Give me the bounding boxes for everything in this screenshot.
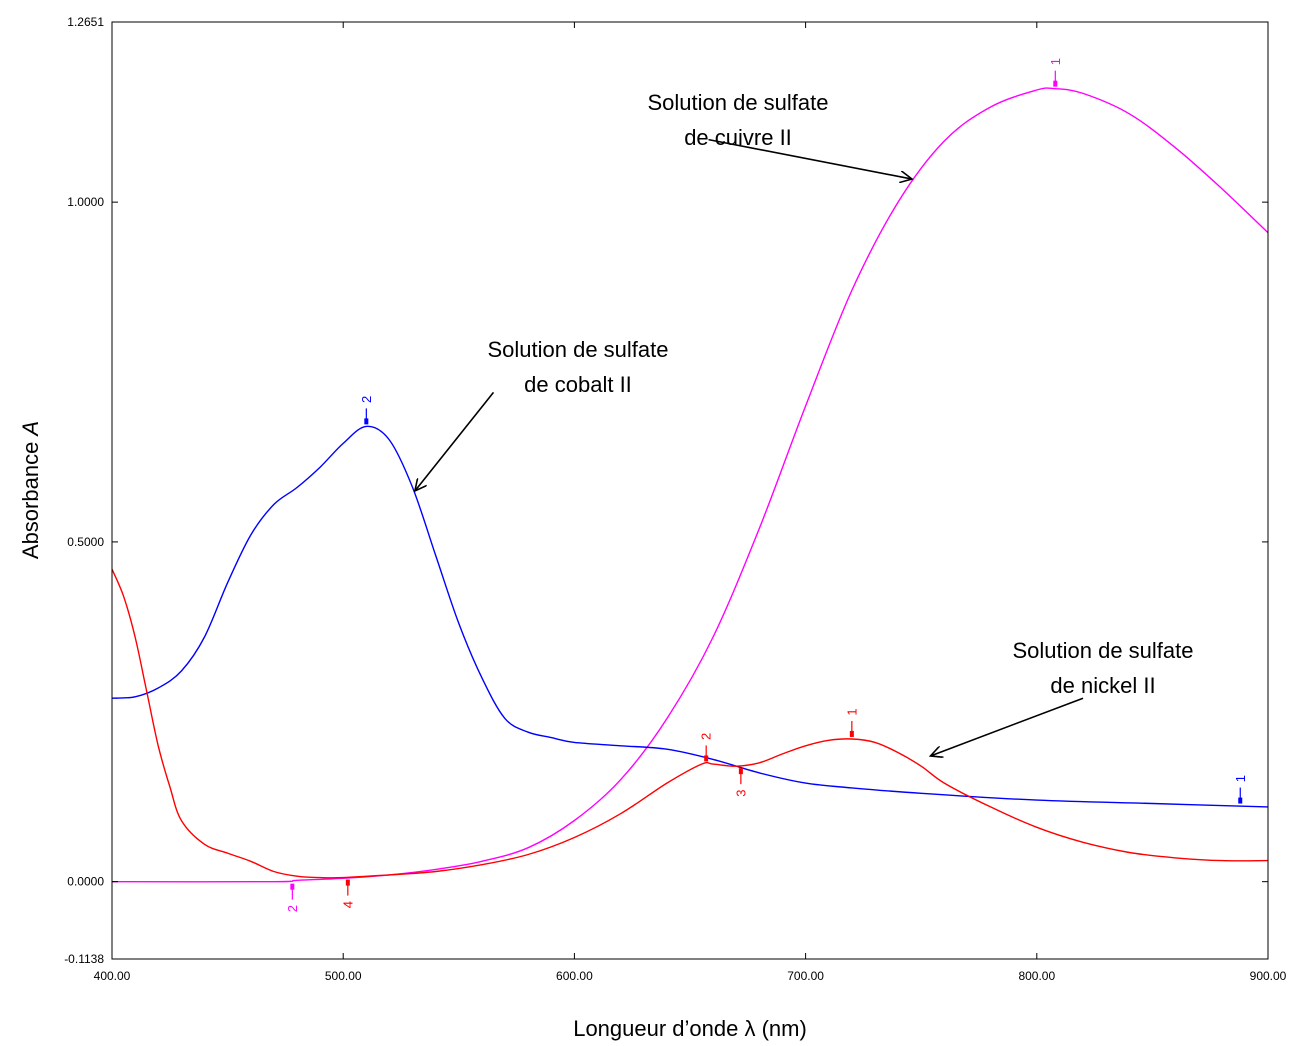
annotation-text: Solution de sulfate <box>487 337 668 362</box>
chart-labels: Longueur d’onde λ (nm) Absorbance A <box>18 421 807 1041</box>
x-tick-label: 600.00 <box>556 969 593 983</box>
x-tick-label: 900.00 <box>1250 969 1287 983</box>
series-line-0 <box>111 87 1269 883</box>
annotation-text: de nickel II <box>1050 673 1155 698</box>
plot-frame <box>111 21 1269 960</box>
annotation-text: de cuivre II <box>684 125 792 150</box>
peak-marker-label: 2 <box>699 733 714 740</box>
peak-marker-label: 4 <box>340 901 355 908</box>
series-line-1 <box>111 425 1269 808</box>
peak-marker-label: 1 <box>1048 58 1063 65</box>
y-tick-label: 1.2651 <box>67 15 104 29</box>
y-tick-label: 0.0000 <box>67 875 104 889</box>
peak-marker-dot <box>364 418 369 425</box>
peak-marker-dot <box>290 883 295 890</box>
chart-axes: 400.00 500.00 600.00 700.00 800.00 900.00 -0.1… <box>64 15 1286 983</box>
chart-marks: 1 2 2 1 1 2 3 4 <box>111 58 1269 912</box>
peak-marker-label: 2 <box>285 905 300 912</box>
y-axis-title: Absorbance A <box>18 421 43 559</box>
series-line-2 <box>111 568 1269 879</box>
x-axis-title: Longueur d’onde λ (nm) <box>573 1016 807 1041</box>
y-tick-label: 0.5000 <box>67 535 104 549</box>
annotation-arrow <box>930 697 1084 756</box>
peak-marker-dot <box>738 768 743 775</box>
peak-marker-dot <box>704 755 709 762</box>
x-tick-label: 700.00 <box>787 969 824 983</box>
peak-marker-dot <box>1238 797 1243 804</box>
peak-marker-dot <box>345 879 350 886</box>
x-tick-label: 400.00 <box>94 969 131 983</box>
annotation-arrow <box>415 391 495 491</box>
y-axis-title-variable: A <box>18 421 43 438</box>
peak-marker-label: 3 <box>733 790 748 797</box>
y-tick-label: -0.1138 <box>64 952 104 966</box>
annotation-text: Solution de sulfate <box>647 90 828 115</box>
y-axis-title-text: Absorbance <box>18 436 43 560</box>
peak-marker-dot <box>849 730 854 737</box>
annotation-arrow <box>708 138 911 179</box>
annotations: Solution de sulfate de cuivre II Solution … <box>415 90 1194 756</box>
y-tick-label: 1.0000 <box>67 195 104 209</box>
peak-marker-label: 1 <box>844 708 859 715</box>
annotation-text: Solution de sulfate <box>1012 638 1193 663</box>
annotation-text: de cobalt II <box>524 372 632 397</box>
x-tick-label: 500.00 <box>325 969 362 983</box>
peak-marker-dot <box>1053 80 1058 87</box>
peak-marker-label: 1 <box>1233 775 1248 782</box>
x-tick-label: 800.00 <box>1018 969 1055 983</box>
peak-marker-label: 2 <box>359 396 374 403</box>
